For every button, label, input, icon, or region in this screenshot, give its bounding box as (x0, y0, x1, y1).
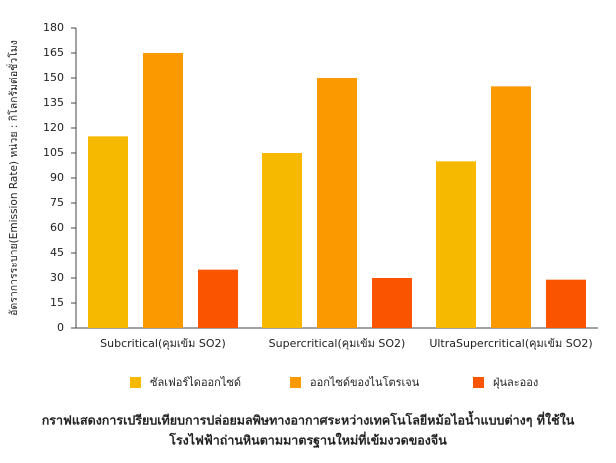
y-tick-label: 0 (57, 321, 64, 334)
legend-swatch (473, 377, 484, 388)
legend-label: ซัลเฟอร์ไดออกไซด์ (150, 376, 241, 389)
bar (262, 153, 302, 328)
y-tick-label: 75 (50, 196, 64, 209)
y-tick-label: 180 (43, 21, 64, 34)
y-axis-label: อัตราการระบาย(Emission Rate) หน่วย : กิโ… (6, 40, 20, 316)
y-tick-label: 45 (50, 246, 64, 259)
bar (317, 78, 357, 328)
legend-label: ออกไซด์ของไนโตรเจน (310, 375, 420, 389)
bar (436, 161, 476, 328)
y-tick-label: 120 (43, 121, 64, 134)
bar (88, 136, 128, 328)
y-tick-label: 135 (43, 96, 64, 109)
bar (143, 53, 183, 328)
y-tick-label: 60 (50, 221, 64, 234)
x-tick-label: Subcritical(คุมเข้ม SO2) (100, 337, 226, 350)
x-tick-label: Supercritical(คุมเข้ม SO2) (269, 337, 406, 350)
bar (546, 279, 586, 328)
legend-swatch (290, 377, 301, 388)
bar (198, 269, 238, 328)
caption: กราฟแสดงการเปรียบเทียบการปล่อยมลพิษทางอา… (42, 411, 575, 428)
bar (372, 278, 412, 328)
caption: โรงไฟฟ้าถ่านหินตามมาตรฐานใหม่ที่เข้มงวดข… (168, 432, 447, 449)
bar (491, 86, 531, 328)
y-tick-label: 90 (50, 171, 64, 184)
y-tick-label: 165 (43, 46, 64, 59)
x-tick-label: UltraSupercritical(คุมเข้ม SO2) (429, 337, 592, 350)
y-tick-label: 15 (50, 296, 64, 309)
legend-label: ฝุ่นละออง (493, 376, 538, 389)
y-tick-label: 150 (43, 71, 64, 84)
y-tick-label: 30 (50, 271, 64, 284)
legend-swatch (130, 377, 141, 388)
y-tick-label: 105 (43, 146, 64, 159)
